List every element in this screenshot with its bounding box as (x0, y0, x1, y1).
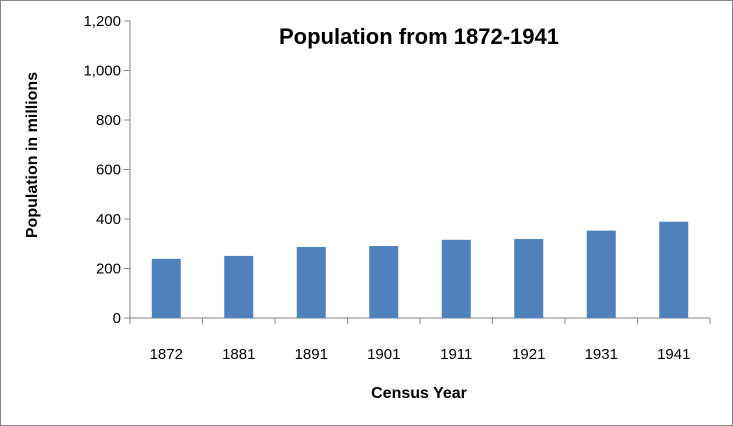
bar (224, 255, 254, 318)
x-tick-label: 1881 (222, 346, 255, 363)
y-tick-label: 1,200 (83, 13, 121, 30)
y-tick-label: 200 (96, 261, 121, 278)
x-axis-title: Census Year (371, 385, 467, 402)
y-tick-label: 400 (96, 211, 121, 228)
plot-area: 0 200 400 600 800 1,000 1,200 1872 1881 1891 1901 1… (83, 13, 711, 363)
bar (514, 239, 544, 318)
y-tick-label: 1,000 (83, 63, 121, 80)
bar (151, 258, 181, 318)
y-tick-label: 0 (113, 310, 121, 327)
y-tick-label: 600 (96, 162, 121, 179)
x-tick-label: 1911 (440, 346, 472, 363)
x-tick-label: 1872 (150, 346, 183, 363)
y-axis-title: Population in millions (24, 72, 41, 238)
bar (659, 221, 689, 318)
chart-title: Population from 1872-1941 (279, 24, 559, 49)
x-tick-label: 1921 (512, 346, 545, 363)
x-tick-label: 1891 (295, 346, 328, 363)
bar (296, 246, 326, 318)
x-tick-label: 1931 (585, 346, 618, 363)
x-tick-label: 1901 (367, 346, 400, 363)
bar (441, 239, 471, 318)
bar (586, 230, 616, 318)
x-tick-label: 1941 (657, 346, 690, 363)
y-tick-label: 800 (96, 112, 121, 129)
bar (369, 245, 399, 318)
